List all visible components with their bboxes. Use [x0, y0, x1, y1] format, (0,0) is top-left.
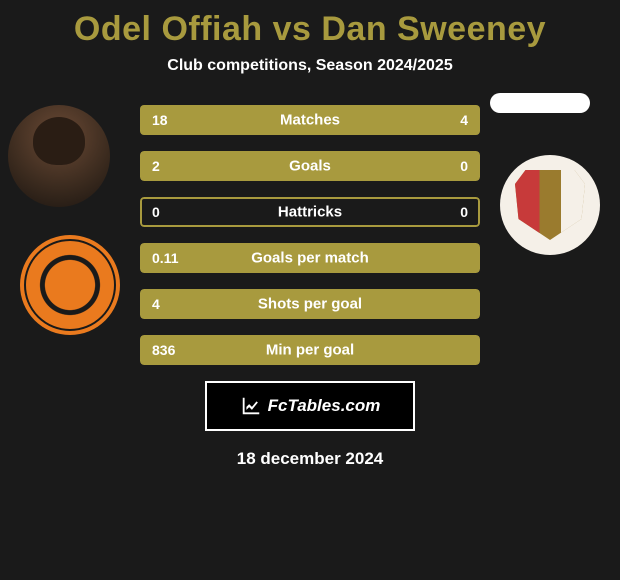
chart-icon [240, 395, 262, 417]
stat-label: Shots per goal [258, 296, 362, 313]
fctables-logo[interactable]: FcTables.com [205, 381, 415, 431]
stat-row: 0.11 Goals per match [140, 243, 480, 273]
stat-label: Hattricks [278, 204, 342, 221]
subtitle: Club competitions, Season 2024/2025 [0, 57, 620, 75]
stat-left-value: 18 [152, 112, 168, 128]
stat-left-value: 0.11 [152, 250, 178, 266]
stat-right-value: 0 [460, 204, 468, 220]
player-right-avatar [490, 93, 590, 113]
stat-label: Goals [289, 158, 331, 175]
page-title: Odel Offiah vs Dan Sweeney [0, 0, 620, 49]
stat-row: 4 Shots per goal [140, 289, 480, 319]
stat-row: 0 0 Hattricks [140, 197, 480, 227]
stat-row: 836 Min per goal [140, 335, 480, 365]
stat-right-value: 4 [460, 112, 468, 128]
stat-left-value: 0 [152, 204, 160, 220]
stat-row: 2 0 Goals [140, 151, 480, 181]
stat-label: Min per goal [266, 342, 354, 359]
stat-left-value: 2 [152, 158, 160, 174]
stat-label: Goals per match [251, 250, 369, 267]
comparison-panel: 18 4 Matches 2 0 Goals 0 0 Hattricks 0.11 Goals pe… [0, 105, 620, 365]
club-right-crest [500, 155, 600, 255]
stat-bars: 18 4 Matches 2 0 Goals 0 0 Hattricks 0.11 Goals pe… [140, 105, 480, 365]
player-left-avatar [8, 105, 110, 207]
stat-row: 18 4 Matches [140, 105, 480, 135]
date-label: 18 december 2024 [0, 449, 620, 469]
stat-right-value: 0 [460, 158, 468, 174]
club-left-crest [20, 235, 120, 335]
stat-left-value: 836 [152, 342, 175, 358]
logo-text: FcTables.com [268, 396, 381, 416]
stat-label: Matches [280, 112, 340, 129]
stat-left-value: 4 [152, 296, 160, 312]
